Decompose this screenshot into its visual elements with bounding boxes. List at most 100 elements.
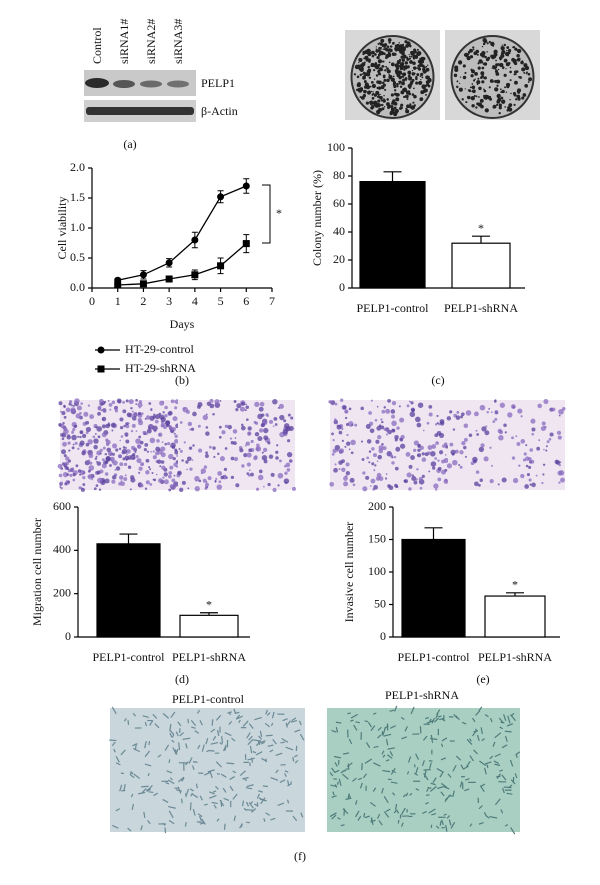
cell xyxy=(142,715,149,719)
cell xyxy=(87,474,94,480)
cell xyxy=(209,771,213,779)
colony xyxy=(467,50,471,54)
colony xyxy=(396,82,399,86)
cell xyxy=(503,423,507,428)
colony xyxy=(371,50,375,55)
cell xyxy=(148,740,151,746)
cell xyxy=(262,447,268,453)
cell xyxy=(79,435,82,439)
colony xyxy=(412,66,417,70)
cell xyxy=(241,423,244,427)
cell xyxy=(440,757,447,761)
cell xyxy=(75,464,79,468)
cell xyxy=(254,455,258,459)
cell xyxy=(240,425,246,431)
colony xyxy=(406,57,410,61)
cell xyxy=(223,823,226,830)
cell xyxy=(333,755,342,759)
colony xyxy=(393,102,398,106)
colony xyxy=(368,60,371,63)
cell xyxy=(89,461,93,465)
cell xyxy=(294,754,298,758)
colony xyxy=(376,103,381,108)
marker xyxy=(191,271,199,279)
transwell-photo xyxy=(448,400,565,490)
cell xyxy=(523,452,527,456)
cell xyxy=(341,427,344,431)
colony xyxy=(457,60,463,65)
cell xyxy=(152,425,158,432)
colony xyxy=(386,105,391,109)
cell xyxy=(196,709,201,714)
cell xyxy=(341,459,345,464)
colony xyxy=(411,93,415,96)
cell xyxy=(389,725,396,729)
colony xyxy=(475,49,480,54)
x-axis-label: Days xyxy=(170,317,195,331)
cell xyxy=(114,468,117,471)
cell xyxy=(436,422,439,425)
cell xyxy=(230,441,235,445)
cell xyxy=(389,709,395,712)
cell xyxy=(149,437,156,444)
cell xyxy=(189,428,192,431)
cell xyxy=(168,410,173,416)
cell xyxy=(406,472,412,478)
cell xyxy=(179,732,184,737)
cell xyxy=(474,481,479,487)
cell xyxy=(246,462,251,467)
cell xyxy=(363,812,366,818)
colony xyxy=(361,73,364,75)
colony xyxy=(481,45,484,48)
cell xyxy=(428,808,436,814)
cell xyxy=(245,787,253,790)
colony xyxy=(366,72,368,74)
colony xyxy=(356,75,360,79)
cell xyxy=(101,424,106,429)
cell xyxy=(260,423,265,428)
cell xyxy=(61,449,67,455)
colony xyxy=(479,98,484,103)
cell xyxy=(157,754,162,758)
lane-label: Control xyxy=(90,27,104,64)
cell xyxy=(120,749,126,756)
colony xyxy=(364,49,369,54)
cell xyxy=(362,773,368,779)
cell xyxy=(229,437,233,440)
cell xyxy=(485,815,490,819)
cell xyxy=(115,756,120,763)
y-tick-label: 100 xyxy=(368,564,386,578)
cell xyxy=(263,435,269,441)
cell xyxy=(212,790,217,793)
cell xyxy=(97,435,101,439)
colony xyxy=(393,112,398,117)
cell xyxy=(113,748,116,753)
cell xyxy=(189,788,194,792)
cell xyxy=(220,475,224,480)
colony xyxy=(503,43,507,47)
cell xyxy=(286,720,291,727)
cell xyxy=(173,474,176,477)
cell xyxy=(115,448,119,452)
cell xyxy=(541,481,544,485)
cell xyxy=(373,745,379,749)
colony xyxy=(377,63,381,67)
cell xyxy=(74,398,80,404)
colony xyxy=(416,73,420,77)
cell xyxy=(153,792,158,797)
cell xyxy=(455,755,462,761)
cell xyxy=(280,741,286,744)
cell xyxy=(194,486,200,492)
colony xyxy=(507,106,511,110)
cell xyxy=(401,736,408,740)
cell xyxy=(188,757,193,764)
cell xyxy=(259,730,263,737)
cell xyxy=(162,411,165,414)
cell xyxy=(171,734,175,738)
cell xyxy=(109,408,112,411)
cell xyxy=(421,457,427,462)
colony xyxy=(380,103,384,107)
cell xyxy=(242,776,249,780)
colony xyxy=(517,48,522,54)
cell xyxy=(261,455,268,461)
